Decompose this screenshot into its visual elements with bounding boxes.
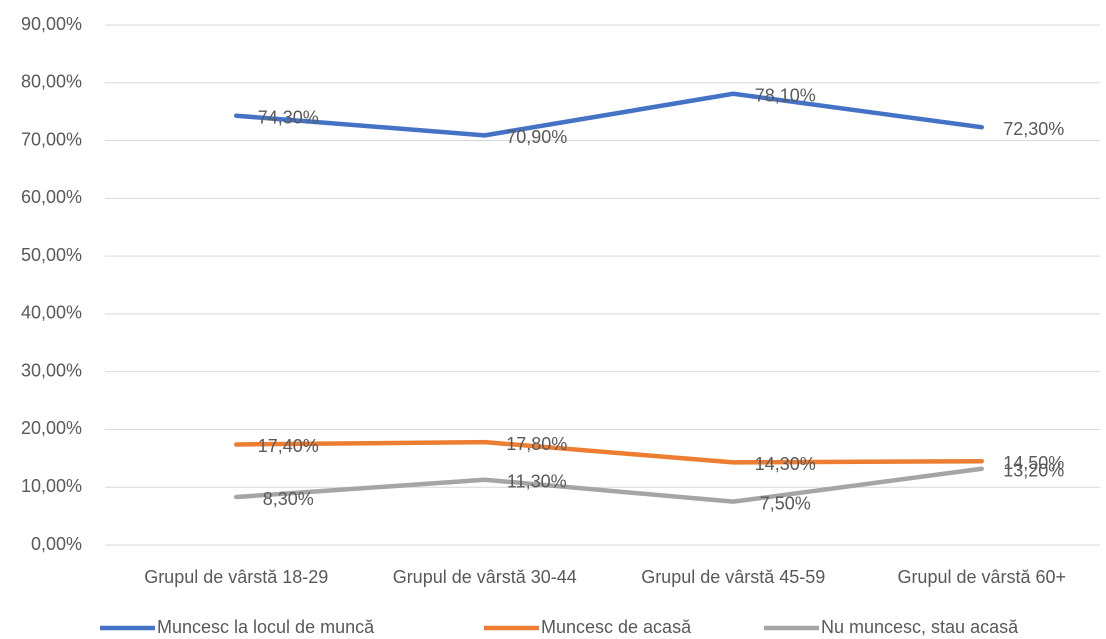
y-tick-label: 80,00%: [21, 72, 82, 92]
y-tick-label: 20,00%: [21, 418, 82, 438]
y-tick-label: 40,00%: [21, 303, 82, 323]
x-tick-label: Grupul de vârstă 45-59: [641, 567, 825, 587]
y-tick-label: 50,00%: [21, 245, 82, 265]
data-label: 72,30%: [1003, 119, 1064, 139]
legend-label: Nu muncesc, stau acasă: [821, 617, 1019, 637]
data-label: 70,90%: [506, 127, 567, 147]
data-label: 13,20%: [1003, 460, 1064, 480]
y-tick-label: 0,00%: [31, 534, 82, 554]
data-label: 74,30%: [258, 107, 319, 127]
y-tick-label: 60,00%: [21, 187, 82, 207]
x-tick-label: Grupul de vârstă 18-29: [144, 567, 328, 587]
data-label: 14,30%: [755, 454, 816, 474]
y-tick-label: 70,00%: [21, 129, 82, 149]
y-tick-label: 30,00%: [21, 360, 82, 380]
data-label: 78,10%: [755, 86, 816, 106]
y-tick-label: 10,00%: [21, 476, 82, 496]
y-tick-label: 90,00%: [21, 14, 82, 34]
data-label: 17,80%: [506, 434, 567, 454]
x-tick-label: Grupul de vârstă 60+: [897, 567, 1066, 587]
data-label: 8,30%: [263, 489, 314, 509]
data-label: 7,50%: [760, 493, 811, 513]
legend-label: Muncesc de acasă: [541, 617, 692, 637]
series-line: [234, 466, 984, 504]
x-tick-label: Grupul de vârstă 30-44: [393, 567, 577, 587]
series-line: [234, 91, 984, 138]
data-label: 11,30%: [507, 471, 567, 491]
data-label: 17,40%: [258, 436, 319, 456]
legend-label: Muncesc la locul de muncă: [157, 617, 375, 637]
series-line: [234, 439, 984, 465]
data-label: 14,50%: [1003, 453, 1064, 473]
